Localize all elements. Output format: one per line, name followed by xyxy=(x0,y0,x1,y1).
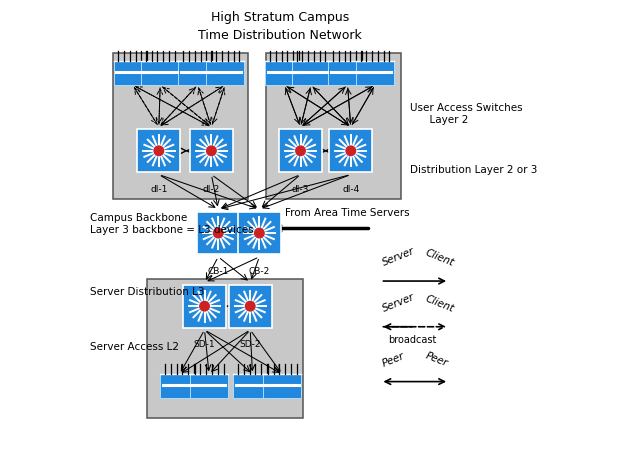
Text: broadcast: broadcast xyxy=(388,335,437,345)
Text: User Access Switches
      Layer 2: User Access Switches Layer 2 xyxy=(410,103,523,125)
Bar xyxy=(356,61,394,85)
Circle shape xyxy=(206,146,216,155)
Text: dl-2: dl-2 xyxy=(203,185,220,194)
Text: Campus Backbone
Layer 3 backbone = L3 devices: Campus Backbone Layer 3 backbone = L3 de… xyxy=(91,213,254,235)
Text: Server: Server xyxy=(380,292,416,314)
Text: Server Access L2: Server Access L2 xyxy=(91,342,179,352)
Bar xyxy=(229,285,272,328)
Circle shape xyxy=(346,146,356,155)
Text: Distribution Layer 2 or 3: Distribution Layer 2 or 3 xyxy=(410,165,537,175)
Text: dl-4: dl-4 xyxy=(342,185,360,194)
Circle shape xyxy=(154,146,163,155)
Text: Peer: Peer xyxy=(424,351,449,369)
Bar xyxy=(234,374,272,398)
Bar xyxy=(183,285,226,328)
Bar xyxy=(279,129,322,172)
FancyBboxPatch shape xyxy=(266,53,401,199)
Circle shape xyxy=(296,146,305,155)
FancyBboxPatch shape xyxy=(147,279,303,418)
Text: High Stratum Campus
Time Distribution Network: High Stratum Campus Time Distribution Ne… xyxy=(198,11,362,43)
Bar xyxy=(160,374,199,398)
Text: Client: Client xyxy=(424,248,456,268)
Circle shape xyxy=(254,228,264,238)
Text: SD-1: SD-1 xyxy=(194,340,215,349)
Text: From Area Time Servers: From Area Time Servers xyxy=(285,208,410,218)
Bar xyxy=(190,129,233,172)
Bar xyxy=(329,61,367,85)
Bar xyxy=(292,61,330,85)
Text: Server: Server xyxy=(380,246,416,268)
Text: Peer: Peer xyxy=(380,351,406,369)
Text: Server Distribution L3: Server Distribution L3 xyxy=(91,287,205,298)
Circle shape xyxy=(246,302,255,311)
Bar xyxy=(206,61,244,85)
Bar xyxy=(329,129,372,172)
Text: CB-1: CB-1 xyxy=(208,267,229,276)
Bar xyxy=(141,61,179,85)
Circle shape xyxy=(200,302,210,311)
Bar xyxy=(113,61,152,85)
Text: dl-3: dl-3 xyxy=(292,185,309,194)
Bar xyxy=(265,61,304,85)
FancyBboxPatch shape xyxy=(113,53,248,199)
Bar xyxy=(238,212,281,255)
Circle shape xyxy=(213,228,223,238)
Text: dl-1: dl-1 xyxy=(150,185,168,194)
Bar xyxy=(137,129,180,172)
Bar xyxy=(190,374,229,398)
Bar xyxy=(263,374,301,398)
Bar xyxy=(179,61,217,85)
Text: CB-2: CB-2 xyxy=(249,267,270,276)
Text: Client: Client xyxy=(424,293,456,314)
Text: SD-2: SD-2 xyxy=(239,340,261,349)
Bar xyxy=(197,212,240,255)
